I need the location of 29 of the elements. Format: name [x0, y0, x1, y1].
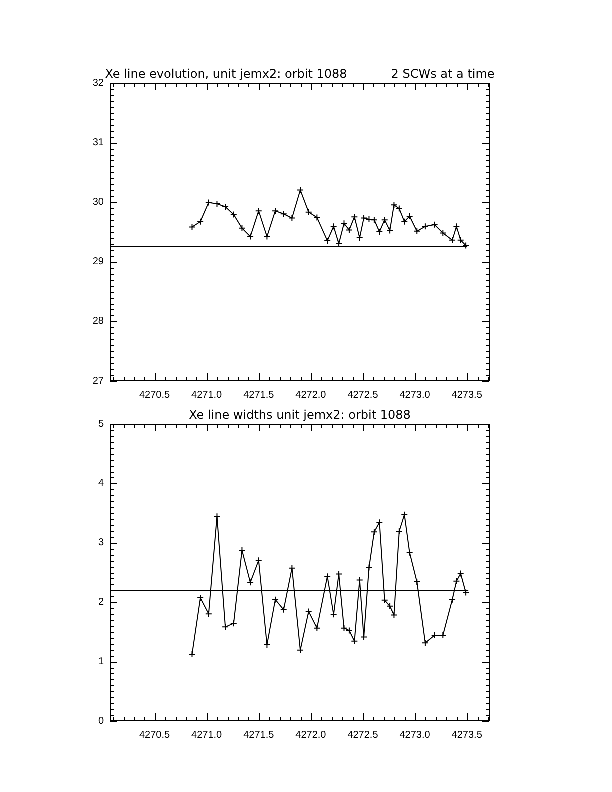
x-tick-label: 4273.0 — [400, 390, 431, 401]
x-tick-label: 4272.5 — [348, 730, 379, 741]
x-tick-label: 4272.0 — [296, 730, 327, 741]
chart-subtitle: 2 SCWs at a time — [391, 67, 495, 81]
x-tick-label: 4273.5 — [452, 390, 483, 401]
y-tick-label: 29 — [92, 256, 104, 268]
x-tick-label: 4271.5 — [244, 390, 275, 401]
x-tick-label: 4272.5 — [348, 390, 379, 401]
y-tick-label: 4 — [98, 478, 104, 490]
x-tick-label: 4270.5 — [139, 730, 170, 741]
y-tick-label: 5 — [98, 418, 104, 430]
y-tick-label: 2 — [98, 596, 104, 608]
chart-title: Xe line evolution, unit jemx2: orbit 1088 — [105, 67, 348, 81]
y-tick-label: 0 — [98, 716, 104, 727]
x-tick-label: 4271.5 — [244, 730, 275, 741]
y-tick-label: 28 — [92, 316, 104, 328]
y-tick-label: 27 — [92, 376, 104, 387]
y-tick-label: 31 — [92, 137, 104, 148]
x-tick-label: 4273.5 — [452, 730, 483, 741]
y-tick-label: 30 — [92, 196, 104, 208]
chart-title: Xe line widths unit jemx2: orbit 1088 — [189, 408, 411, 422]
x-tick-label: 4272.0 — [296, 390, 327, 401]
x-tick-label: 4273.0 — [400, 730, 431, 741]
y-tick-label: 1 — [98, 656, 104, 668]
x-tick-label: 4271.0 — [192, 730, 223, 741]
y-tick-label: 32 — [92, 78, 104, 89]
x-tick-label: 4271.0 — [192, 390, 223, 401]
x-tick-label: 4270.5 — [139, 390, 170, 401]
y-tick-label: 3 — [98, 538, 104, 549]
